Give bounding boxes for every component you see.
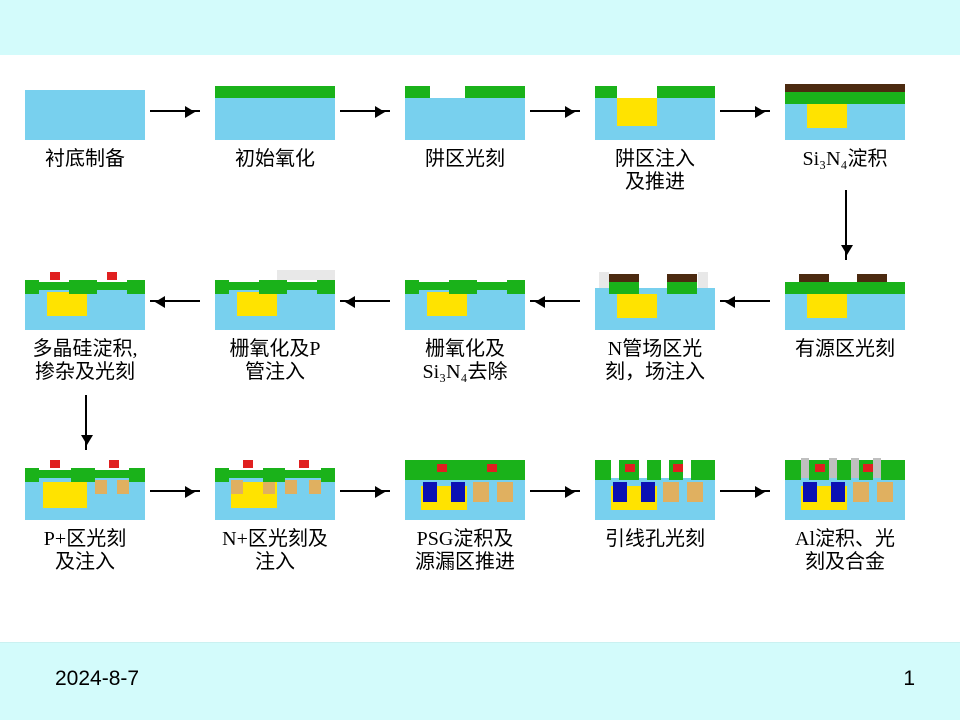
arrow-r1-a xyxy=(720,300,770,302)
footer-panel: 2024-8-7 1 xyxy=(0,642,960,720)
step-8-label: 栅氧化及 Si₃N₄去除 xyxy=(390,338,540,384)
step-15-figure xyxy=(785,460,905,520)
step-13: PSG淀积及 源漏区推进 xyxy=(390,460,540,590)
step-14: 引线孔光刻 xyxy=(580,460,730,590)
arrow-r1-b xyxy=(530,300,580,302)
arrow-r0-d xyxy=(720,110,770,112)
step-10-label: 多晶硅淀积, 掺杂及光刻 xyxy=(10,338,160,384)
step-8: 栅氧化及 Si₃N₄去除 xyxy=(390,270,540,400)
arrow-r2-c xyxy=(530,490,580,492)
arrow-r0-c xyxy=(530,110,580,112)
diagram-panel: 衬底制备 初始氧化 阱区光刻 阱区注入 及推进 xyxy=(0,55,960,643)
step-15-label: Al淀积、光 刻及合金 xyxy=(770,528,920,574)
step-13-label: PSG淀积及 源漏区推进 xyxy=(390,528,540,574)
step-11-label: P+区光刻 及注入 xyxy=(10,528,160,574)
step-13-figure xyxy=(405,460,525,520)
arrow-v-1 xyxy=(845,190,847,260)
step-15: Al淀积、光 刻及合金 xyxy=(770,460,920,590)
step-9-label: 栅氧化及P 管注入 xyxy=(200,338,350,384)
step-2-label: 初始氧化 xyxy=(200,148,350,171)
step-3-label: 阱区光刻 xyxy=(390,148,540,171)
arrow-v-2 xyxy=(85,395,87,450)
step-7: N管场区光 刻，场注入 xyxy=(580,270,730,400)
step-2-figure xyxy=(215,80,335,140)
arrow-r1-d xyxy=(150,300,200,302)
step-4-label: 阱区注入 及推进 xyxy=(580,148,730,194)
step-14-label: 引线孔光刻 xyxy=(580,528,730,551)
arrow-r2-a xyxy=(150,490,200,492)
footer-page: 1 xyxy=(903,667,915,691)
step-6-label: 有源区光刻 xyxy=(770,338,920,361)
step-1-label: 衬底制备 xyxy=(10,148,160,171)
step-6: 有源区光刻 xyxy=(770,270,920,400)
step-12-label: N+区光刻及 注入 xyxy=(200,528,350,574)
step-5-figure xyxy=(785,80,905,140)
step-4: 阱区注入 及推进 xyxy=(580,80,730,210)
step-1-figure xyxy=(25,80,145,140)
step-7-label: N管场区光 刻，场注入 xyxy=(580,338,730,384)
arrow-r2-b xyxy=(340,490,390,492)
step-2: 初始氧化 xyxy=(200,80,350,210)
step-5-label: Si₃N₄淀积 xyxy=(770,148,920,171)
step-1: 衬底制备 xyxy=(10,80,160,210)
footer-date: 2024-8-7 xyxy=(55,667,139,691)
arrow-r2-d xyxy=(720,490,770,492)
step-9: 栅氧化及P 管注入 xyxy=(200,270,350,400)
arrow-r0-a xyxy=(150,110,200,112)
step-14-figure xyxy=(595,460,715,520)
step-9-figure xyxy=(215,270,335,330)
step-12-figure xyxy=(215,460,335,520)
step-8-figure xyxy=(405,270,525,330)
step-4-figure xyxy=(595,80,715,140)
step-7-figure xyxy=(595,270,715,330)
step-3-figure xyxy=(405,80,525,140)
arrow-r1-c xyxy=(340,300,390,302)
step-11: P+区光刻 及注入 xyxy=(10,460,160,590)
step-3: 阱区光刻 xyxy=(390,80,540,210)
step-11-figure xyxy=(25,460,145,520)
step-12: N+区光刻及 注入 xyxy=(200,460,350,590)
step-10-figure xyxy=(25,270,145,330)
step-6-figure xyxy=(785,270,905,330)
arrow-r0-b xyxy=(340,110,390,112)
